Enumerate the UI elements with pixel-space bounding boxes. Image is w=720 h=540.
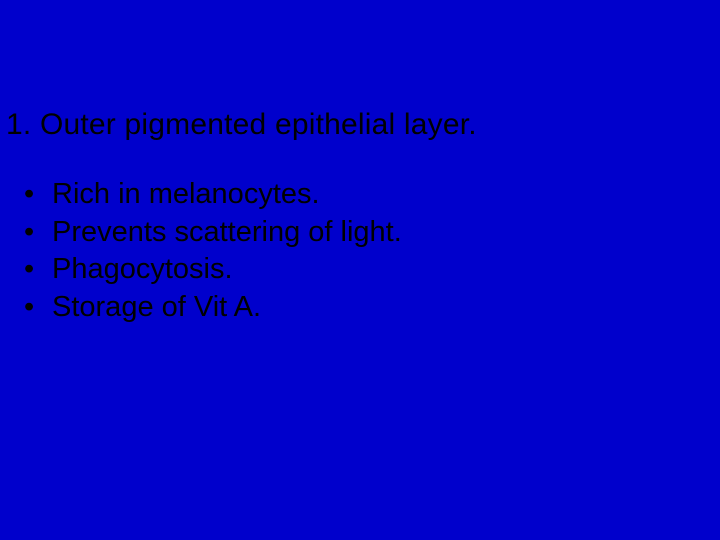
bullet-text: Storage of Vit A. <box>52 289 261 327</box>
list-item: • Storage of Vit A. <box>20 289 720 327</box>
bullet-text: Rich in melanocytes. <box>52 176 320 214</box>
list-item: • Rich in melanocytes. <box>20 176 720 214</box>
bullet-marker: • <box>20 289 52 327</box>
list-item: • Phagocytosis. <box>20 251 720 289</box>
list-item: • Prevents scattering of light. <box>20 214 720 252</box>
bullet-text: Prevents scattering of light. <box>52 214 402 252</box>
slide-heading: 1. Outer pigmented epithelial layer. <box>6 108 720 142</box>
bullet-list: • Rich in melanocytes. • Prevents scatte… <box>6 176 720 327</box>
bullet-marker: • <box>20 251 52 289</box>
bullet-marker: • <box>20 214 52 252</box>
bullet-text: Phagocytosis. <box>52 251 233 289</box>
bullet-marker: • <box>20 176 52 214</box>
